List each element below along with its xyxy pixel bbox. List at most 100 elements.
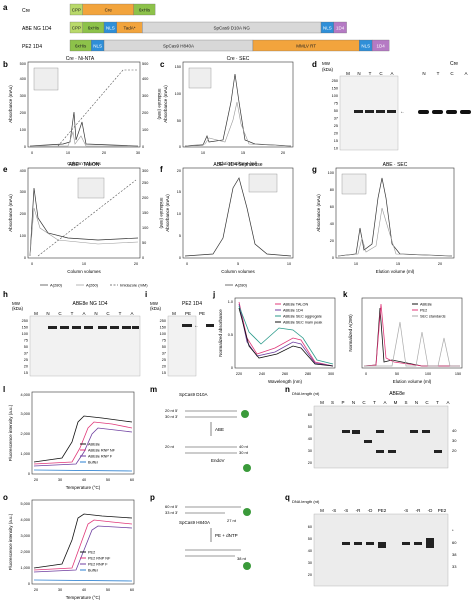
gel-lane-label: T [119,311,122,316]
panel-c-ytick: 150 [175,65,181,69]
panel-l-legend-item: ABE8e [88,443,100,447]
panel-c-xtick: 15 [241,151,245,155]
gel-ladder-label: 30 [308,449,312,453]
panel-k-xtick: 100 [425,372,431,376]
panel-b-xtick: 30 [136,151,140,155]
panel-e-y2label: Imidazole (mM) [159,197,164,229]
gel-ladder-label: 10 [334,147,338,151]
panel-letter-a: a [3,3,8,12]
panel-j-ytick: 1.0 [228,300,233,304]
panel-o-ytick: 2,000 [20,550,30,554]
panel-b-ytick: 100 [20,128,26,132]
panel-p-mid: PE + dNTP [215,533,238,538]
panel-p-s1: 60 nt 5' [165,504,178,509]
panel-k-xlabel: Elution volume (ml) [393,379,432,384]
panel-b-xtick: 10 [66,151,70,155]
panel-l-xlabel: Temperature (°C) [66,485,101,490]
panel-e-y2tick: 250 [142,181,148,185]
panel-b-xtick: 20 [102,151,106,155]
gel-lane-label: M [320,508,324,513]
panel-g-trace-a280 [337,177,453,257]
gel-lane-label: T [437,71,440,76]
gel-size-mark: 20 [452,448,457,453]
fam-dye-icon [243,464,251,472]
panel-m-endo: EndoV [211,458,225,463]
panel-letter-h: h [3,290,8,299]
panel-j-trace-3 [238,305,334,365]
gel-lane-label: S [404,400,407,405]
construct-segment [371,39,390,52]
panel-letter-f: f [160,165,163,174]
panel-j-ylabel: Normalized absorbance [218,309,223,357]
panel-letter-n: n [285,385,290,394]
panel-m-n40: 40 nt [239,444,249,449]
construct-segment-label: 1D4 [376,44,385,49]
panel-o-trace-rnp-nf [33,519,133,571]
gel-lane-label: C [450,71,454,76]
panel-b-y2tick: 200 [142,111,148,115]
panel-f-ytick: 5 [179,234,181,238]
panel-b-xtick: 0 [31,151,33,155]
panel-l-legend-item: Buffer [88,461,99,465]
panel-o-xtick: 40 [82,588,86,592]
panel-j-legend-item: ABE8e SEC aggregate [283,315,322,319]
construct-segment [333,21,347,34]
gel-lane-label: T [71,311,74,316]
panel-h-gel: MW (kDa) ABE8e NG 1D4 M N C T A N C T A 250 150 10… [12,301,141,377]
panel-l-trace-abe8e [33,415,133,463]
gel-lane-label: S [331,400,334,405]
panel-e-legend-item: A(260) [86,283,99,288]
panel-d-arrow: ← [400,109,405,115]
panel-c-ytick: 0 [179,145,181,149]
gel-lane-label: N [422,71,425,76]
panel-c-ytick: 100 [175,92,181,96]
panel-b-title: Cre · Ni-NTA [66,56,95,62]
gel-ladder-label: 20 [308,573,312,577]
panel-o-xtick: 60 [130,588,134,592]
panel-b-ytick: 200 [20,111,26,115]
panel-f-ylabel: Absorbance (mAu) [165,194,170,232]
panel-b-imidazole [57,69,138,147]
panel-g-xtick: 20 [438,262,442,266]
panel-d-mw: MW [322,61,331,66]
panel-b-ytick: 0 [24,145,26,149]
gel-lane-label: N [357,71,360,76]
panel-letter-j: j [212,290,215,299]
gel-lane-label: C [362,400,366,405]
gel-size-mark: 38 [452,552,457,557]
panel-p-schematic: 60 nt 5' 33 nt 3' SpCas9 H840A 27 nt PE … [165,504,251,570]
panel-e-y2tick: 300 [142,169,148,173]
panel-k-xtick: 0 [365,372,367,376]
gel-ladder-label: 100 [160,332,166,336]
construct-segment-label: MMLV RT [296,44,316,49]
panel-e-ytick: 400 [20,169,26,173]
gel-lane-label: A [390,71,393,76]
panel-g-ytick: 0 [332,256,334,260]
panel-j-xtick: 240 [259,372,265,376]
panel-f-legend-item: A(280) [235,283,248,288]
gel-lane-label: T [369,71,372,76]
panel-b-y2tick: 400 [142,77,148,81]
panel-e-gel-inset [77,177,105,199]
gel-lane-label: -S [332,508,337,513]
panel-o-xtick: 20 [34,588,38,592]
panel-o-legend-item: PE2 RNP NF [88,557,111,561]
panel-f-ytick: 0 [179,256,181,260]
panel-e-ylabel: Absorbance (mAu) [8,194,13,232]
panel-j-trace-2 [238,303,334,367]
panel-o-ylabel: Fluorescence intensity (a.u.) [8,513,13,570]
gel-ladder-label: 20 [24,365,28,369]
panel-f-title: ABE · 1D4 Sepharose [213,162,262,168]
gel-lane-label: N [94,311,97,316]
gel-ladder-label: 25 [162,358,166,362]
gel-lane-label: M [346,71,350,76]
panel-e-xtick: 10 [82,262,86,266]
gel-ladder-label: 150 [160,326,166,330]
panel-o-xtick: 30 [58,588,62,592]
panel-f-ytick: 15 [177,190,181,194]
construct-segment-label: NLS [323,26,332,31]
panel-d-title: Cre [450,61,458,67]
panel-f-xtick: 0 [186,262,188,266]
gel-lane-label: N [352,400,355,405]
construct-segment-label: SpCas9 D10A NG [214,26,251,31]
